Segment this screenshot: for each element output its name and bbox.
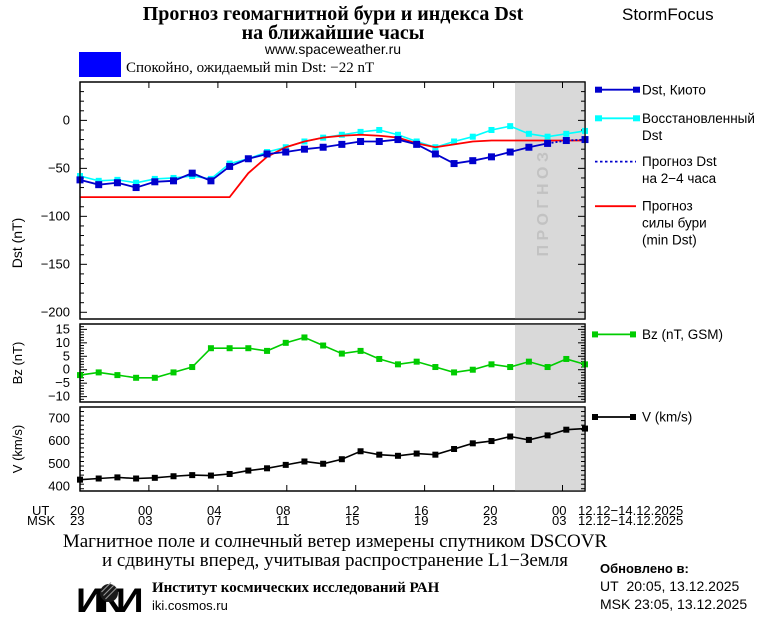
svg-text:на 2−4 часа: на 2−4 часа — [642, 171, 717, 186]
svg-text:−150: −150 — [41, 256, 70, 271]
svg-text:500: 500 — [48, 456, 70, 471]
svg-text:(min Dst): (min Dst) — [642, 233, 697, 248]
svg-text:Dst: Dst — [642, 128, 662, 143]
svg-text:−10: −10 — [48, 389, 70, 404]
svg-text:−200: −200 — [41, 304, 70, 319]
svg-text:Прогноз Dst: Прогноз Dst — [642, 154, 717, 169]
svg-text:400: 400 — [48, 478, 70, 493]
svg-text:Bz (nT, GSM): Bz (nT, GSM) — [642, 327, 723, 342]
svg-text:700: 700 — [48, 410, 70, 425]
svg-text:600: 600 — [48, 433, 70, 448]
svg-text:V (km/s): V (km/s) — [642, 410, 692, 425]
svg-text:−50: −50 — [48, 160, 70, 175]
svg-text:силы бури: силы бури — [642, 216, 707, 231]
svg-text:Прогноз: Прогноз — [642, 199, 693, 214]
svg-text:−100: −100 — [41, 208, 70, 223]
svg-text:0: 0 — [63, 112, 70, 127]
svg-text:Dst, Киото: Dst, Киото — [642, 83, 706, 98]
svg-text:Восстановленный: Восстановленный — [642, 111, 755, 126]
